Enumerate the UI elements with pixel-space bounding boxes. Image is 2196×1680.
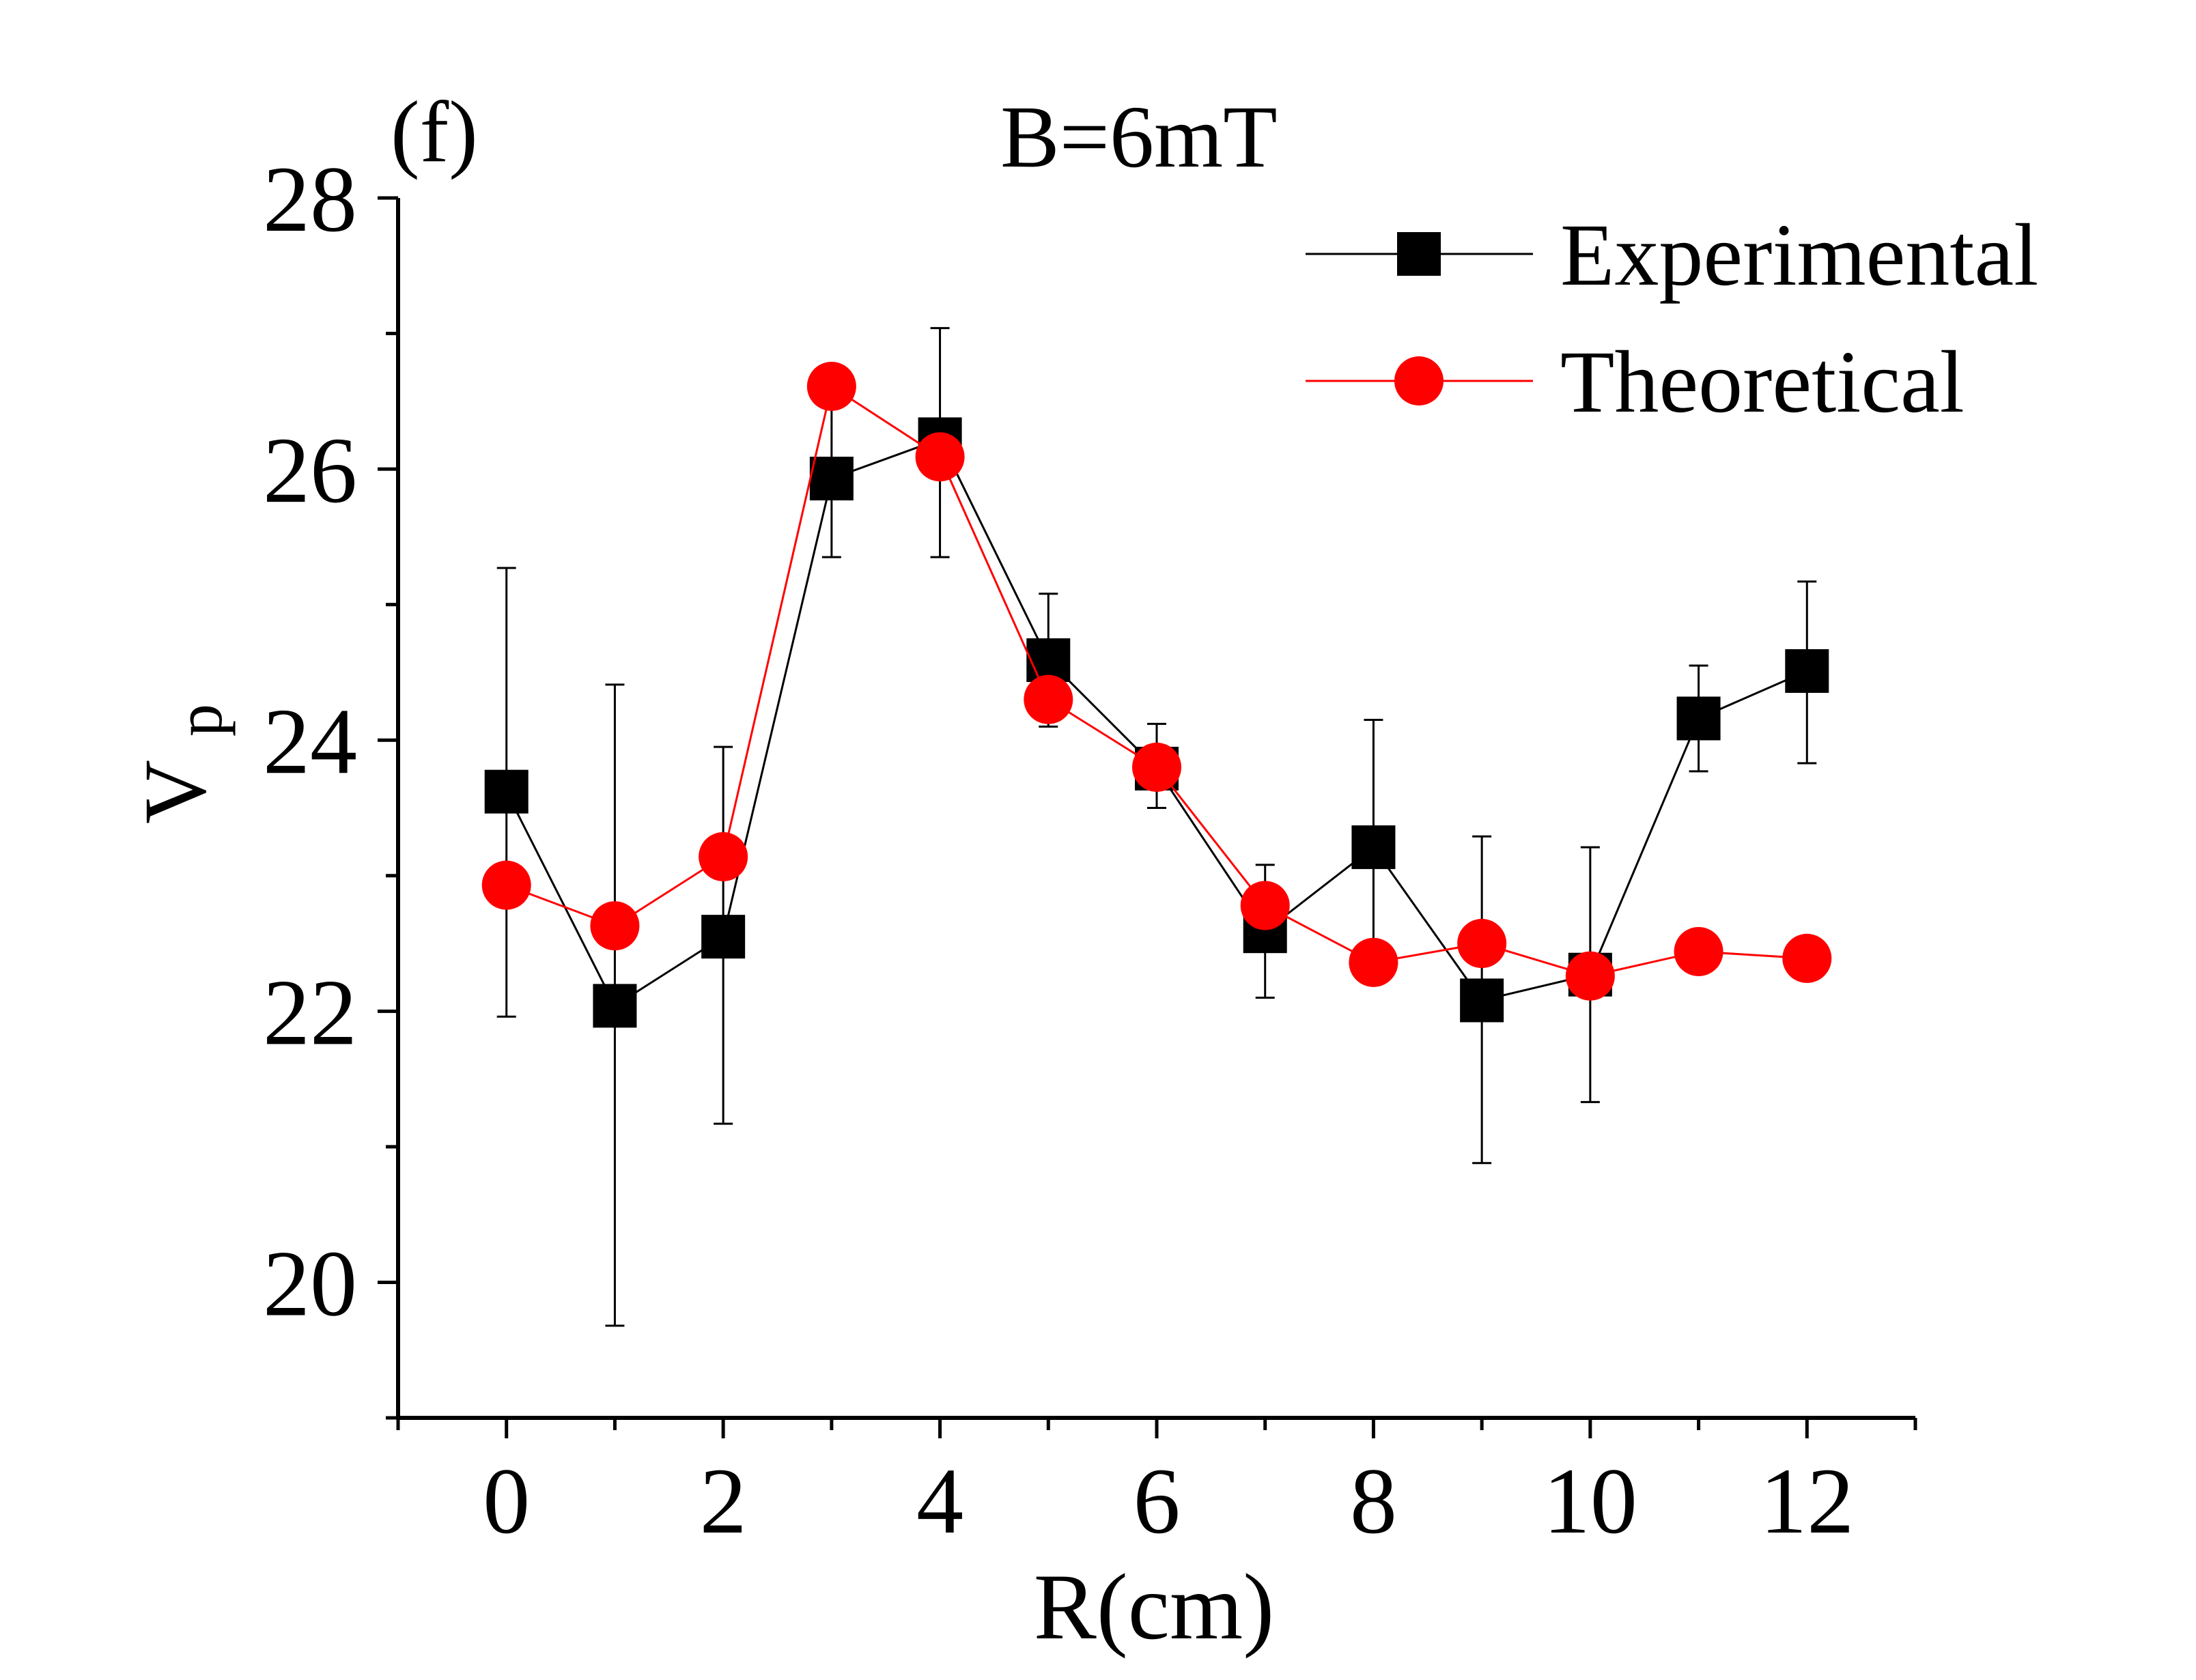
y-axis-label-main: V: [126, 760, 225, 824]
theoretical-point: [1674, 926, 1723, 976]
y-axis-label: V p: [126, 704, 236, 824]
theoretical-point: [1349, 937, 1398, 987]
experimental-point: [701, 915, 746, 959]
y-tick-label: 22: [263, 960, 357, 1064]
x-ticks: 0 2 4 6 8 10 12: [396, 1418, 1917, 1553]
y-tick-label: 28: [263, 147, 357, 251]
legend-theoretical-marker: [1394, 356, 1444, 405]
x-tick-label: 8: [1350, 1449, 1397, 1553]
y-ticks: 20 22 24 26 28: [263, 147, 398, 1420]
x-tick-label: 12: [1760, 1449, 1854, 1553]
theoretical-point: [481, 860, 531, 910]
experimental-point: [1026, 638, 1071, 683]
y-tick-label: 20: [263, 1231, 357, 1335]
x-tick-label: 2: [700, 1449, 747, 1553]
legend-experimental-label: Experimental: [1560, 206, 2038, 304]
x-tick-label: 0: [483, 1449, 530, 1553]
x-tick-label: 6: [1134, 1449, 1181, 1553]
theoretical-point: [590, 901, 640, 951]
y-tick-label: 24: [263, 689, 357, 793]
theoretical-point: [1132, 742, 1181, 792]
panel-label: (f): [391, 83, 478, 180]
experimental-point: [1676, 696, 1721, 741]
experimental-point: [1785, 649, 1829, 693]
legend: Experimental Theoretical: [1306, 206, 2038, 431]
legend-experimental-marker: [1397, 232, 1441, 276]
theoretical-point: [1240, 881, 1290, 930]
theoretical-point: [1782, 933, 1832, 983]
x-tick-label: 4: [916, 1449, 963, 1553]
experimental-point: [484, 769, 529, 814]
experimental-point: [1351, 825, 1396, 870]
experimental-point: [1460, 978, 1504, 1023]
theoretical-point: [915, 432, 965, 482]
legend-theoretical-label: Theoretical: [1560, 333, 1965, 431]
experimental-point: [809, 457, 854, 501]
x-tick-label: 10: [1543, 1449, 1637, 1553]
theoretical-series: [481, 361, 1832, 1001]
x-axis-label: R(cm): [1034, 1554, 1275, 1659]
theoretical-point: [806, 361, 856, 411]
theoretical-point: [1024, 674, 1073, 724]
theoretical-point: [1457, 919, 1507, 969]
chart-title: B=6mT: [1000, 88, 1278, 186]
theoretical-point: [1565, 951, 1615, 1001]
theoretical-point: [699, 831, 748, 881]
y-axis-label-subscript: p: [163, 704, 236, 737]
experimental-point: [593, 984, 637, 1028]
y-tick-label: 26: [263, 418, 357, 522]
